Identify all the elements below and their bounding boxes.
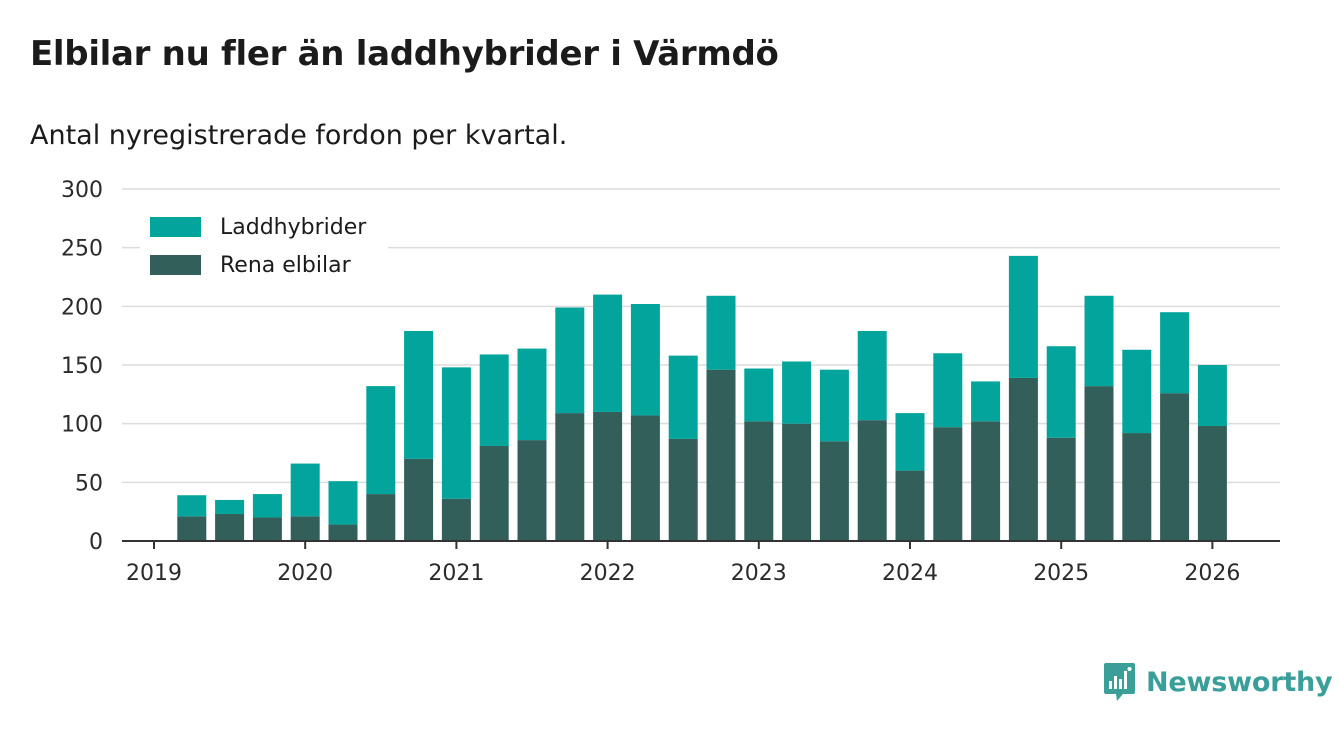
bar-rena-elbilar-2023-q4 <box>857 420 887 541</box>
bar-laddhybrider-2021-q4 <box>555 307 585 414</box>
chart-title: Elbilar nu fler än laddhybrider i Värmdö <box>30 34 779 74</box>
bar-rena-elbilar-2022-q1 <box>593 411 623 541</box>
x-tick-label-2026: 2026 <box>1184 561 1240 586</box>
bar-rena-elbilar-2023-q2 <box>782 423 812 541</box>
y-tick-label-250: 250 <box>61 237 103 262</box>
y-tick-label-50: 50 <box>75 471 103 496</box>
axis-layer: 0 50 100 150 200 250 300 2019 2020 2021 2022 2023 20… <box>61 178 1280 586</box>
bar-laddhybrider-2023-q1 <box>744 368 774 422</box>
bar-laddhybrider-2025-q1 <box>1046 346 1076 438</box>
legend-label-rena-elbilar: Rena elbilar <box>220 253 352 278</box>
bar-rena-elbilar-2022-q2 <box>630 415 660 541</box>
bar-rena-elbilar-2020-q3 <box>366 494 396 541</box>
bar-laddhybrider-2019-q3 <box>215 499 245 515</box>
bar-laddhybrider-2025-q4 <box>1160 312 1190 394</box>
bar-rena-elbilar-2025-q3 <box>1122 433 1152 541</box>
bar-rena-elbilar-2021-q1 <box>441 498 471 541</box>
x-tick-label-2021: 2021 <box>428 561 484 586</box>
y-tick-label-300: 300 <box>61 178 103 203</box>
bar-rena-elbilar-2025-q2 <box>1084 386 1114 541</box>
bar-rena-elbilar-2020-q1 <box>290 516 320 541</box>
newsworthy-logo-icon <box>1104 663 1135 701</box>
bar-rena-elbilar-2022-q4 <box>706 369 736 541</box>
bar-rena-elbilar-2019-q3 <box>215 514 245 541</box>
bar-laddhybrider-2024-q2 <box>933 353 963 428</box>
newsworthy-logo-text: Newsworthy <box>1146 666 1333 698</box>
bar-laddhybrider-2023-q4 <box>857 330 887 421</box>
bar-laddhybrider-2020-q3 <box>366 386 396 495</box>
y-tick-label-150: 150 <box>61 354 103 379</box>
bar-rena-elbilar-2019-q2 <box>177 516 207 541</box>
bar-laddhybrider-2025-q3 <box>1122 349 1152 434</box>
bar-laddhybrider-2026-q1 <box>1197 365 1227 427</box>
bar-laddhybrider-2019-q2 <box>177 495 207 517</box>
bar-rena-elbilar-2024-q3 <box>971 421 1001 541</box>
bar-laddhybrider-2022-q2 <box>630 303 660 416</box>
x-tick-label-2020: 2020 <box>277 561 333 586</box>
y-tick-label-100: 100 <box>61 413 103 438</box>
bar-rena-elbilar-2023-q1 <box>744 421 774 541</box>
bar-rena-elbilar-2024-q1 <box>895 470 925 541</box>
bar-rena-elbilar-2026-q1 <box>1197 426 1227 541</box>
bar-laddhybrider-2022-q4 <box>706 295 736 370</box>
x-tick-label-2024: 2024 <box>882 561 938 586</box>
bar-laddhybrider-2021-q1 <box>441 367 471 499</box>
legend: Laddhybrider Rena elbilar <box>140 207 388 285</box>
bar-rena-elbilar-2021-q3 <box>517 440 547 541</box>
x-tick-label-2025: 2025 <box>1033 561 1089 586</box>
bar-laddhybrider-2023-q2 <box>782 361 812 424</box>
bar-rena-elbilar-2023-q3 <box>819 441 849 541</box>
bar-laddhybrider-2022-q3 <box>668 355 698 439</box>
bar-laddhybrider-2025-q2 <box>1084 295 1114 387</box>
legend-label-laddhybrider: Laddhybrider <box>220 215 367 240</box>
bar-rena-elbilar-2020-q2 <box>328 524 358 541</box>
bar-laddhybrider-2022-q1 <box>593 294 623 412</box>
legend-swatch-laddhybrider <box>150 217 201 237</box>
bar-rena-elbilar-2021-q2 <box>479 445 509 541</box>
x-tick-label-2022: 2022 <box>580 561 636 586</box>
bar-laddhybrider-2020-q1 <box>290 463 320 517</box>
bar-laddhybrider-2020-q2 <box>328 481 358 525</box>
newsworthy-logo: Newsworthy <box>1103 662 1333 702</box>
bar-laddhybrider-2024-q3 <box>971 381 1001 422</box>
bar-rena-elbilar-2024-q4 <box>1008 377 1038 541</box>
bar-rena-elbilar-2020-q4 <box>404 458 434 541</box>
y-tick-label-0: 0 <box>89 530 103 555</box>
bar-rena-elbilar-2019-q4 <box>252 517 282 541</box>
x-tick-label-2023: 2023 <box>731 561 787 586</box>
bar-laddhybrider-2024-q1 <box>895 413 925 471</box>
chart-subtitle: Antal nyregistrerade fordon per kvartal. <box>30 120 568 151</box>
bar-rena-elbilar-2024-q2 <box>933 427 963 541</box>
bar-layer <box>177 255 1227 541</box>
bar-rena-elbilar-2021-q4 <box>555 413 585 541</box>
x-tick-label-2019: 2019 <box>126 561 182 586</box>
bar-laddhybrider-2019-q4 <box>252 494 282 518</box>
bar-laddhybrider-2023-q3 <box>819 369 849 442</box>
bar-laddhybrider-2020-q4 <box>404 330 434 459</box>
bar-laddhybrider-2021-q2 <box>479 354 509 446</box>
bar-rena-elbilar-2025-q4 <box>1160 393 1190 541</box>
bar-rena-elbilar-2022-q3 <box>668 438 698 541</box>
bar-rena-elbilar-2025-q1 <box>1046 437 1076 541</box>
y-tick-label-200: 200 <box>61 295 103 320</box>
legend-swatch-rena-elbilar <box>150 255 201 275</box>
bar-laddhybrider-2021-q3 <box>517 348 547 441</box>
bar-laddhybrider-2024-q4 <box>1008 255 1038 378</box>
